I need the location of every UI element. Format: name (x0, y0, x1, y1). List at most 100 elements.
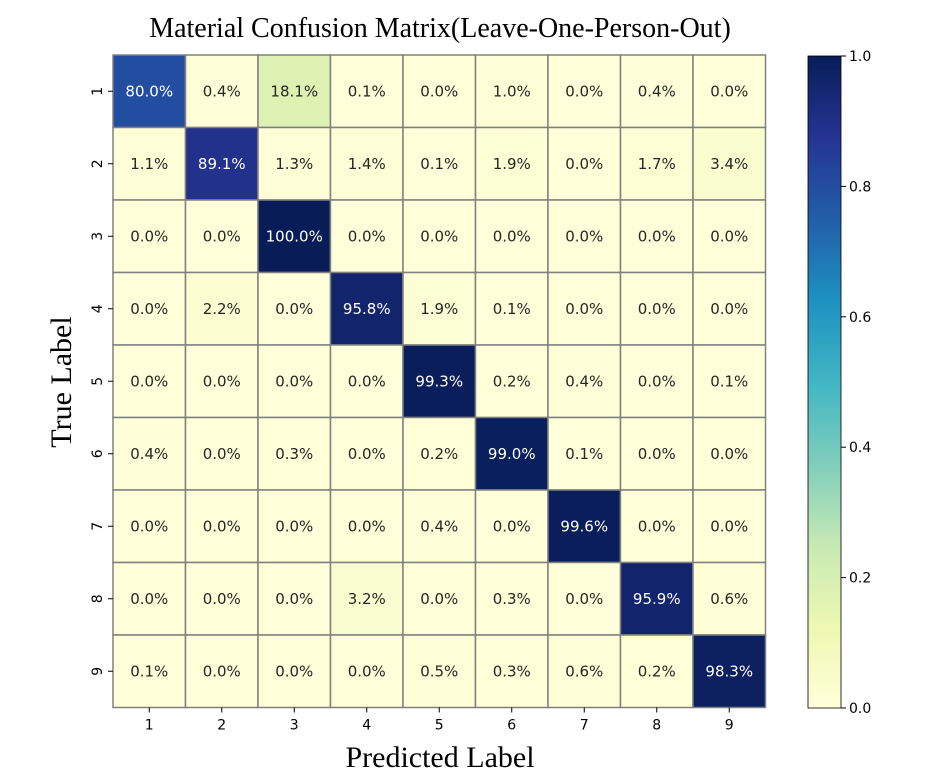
heatmap-cells: 80.0% 0.4% 18.1% 0.1% 0.0% 1.0% 0.0% 0.4% 0.0% 1.… (112, 54, 767, 709)
heatmap-cell-r1-c1 (112, 54, 187, 129)
cell-value-label: 0.1% (348, 82, 386, 100)
heatmap-cell-r8-c4 (329, 561, 404, 636)
x-tick-label: 3 (290, 718, 299, 734)
colorbar-tick-label: 1.0 (849, 49, 871, 65)
x-axis-label: Predicted Label (345, 741, 534, 774)
cell-value-label: 89.1% (198, 155, 246, 173)
cell-value-label: 0.0% (203, 372, 241, 390)
cell-value-label: 0.6% (710, 590, 748, 608)
cell-value-label: 0.0% (638, 227, 676, 245)
cell-value-label: 0.0% (710, 227, 748, 245)
cell-value-label: 99.0% (488, 445, 536, 463)
heatmap-cell-r2-c3 (257, 126, 332, 201)
cell-value-label: 0.0% (275, 372, 313, 390)
cell-value-label: 0.1% (565, 445, 603, 463)
cell-value-label: 100.0% (266, 227, 323, 245)
x-tick-label: 2 (217, 718, 226, 734)
heatmap-cell-r8-c3 (257, 561, 332, 636)
cell-value-label: 0.2% (638, 662, 676, 680)
y-tick-label: 1 (90, 87, 106, 96)
heatmap-cell-r6-c6 (474, 416, 549, 491)
heatmap-cell-r5-c6 (474, 344, 549, 419)
heatmap-cell-r1-c6 (474, 54, 549, 129)
cell-value-label: 1.1% (130, 155, 168, 173)
cell-value-label: 0.0% (638, 517, 676, 535)
y-tick-label: 3 (90, 232, 106, 241)
heatmap-cell-r3-c3 (257, 199, 332, 274)
heatmap-cell-r6-c3 (257, 416, 332, 491)
heatmap-cell-r4-c1 (112, 271, 187, 346)
cell-value-label: 0.0% (710, 517, 748, 535)
cell-value-label: 99.3% (415, 372, 463, 390)
cell-value-label: 1.3% (275, 155, 313, 173)
cell-value-label: 0.1% (420, 155, 458, 173)
cell-value-label: 3.2% (348, 590, 386, 608)
cell-value-label: 0.0% (348, 662, 386, 680)
cell-value-label: 0.2% (420, 445, 458, 463)
cell-value-label: 0.0% (348, 517, 386, 535)
x-tick-label: 5 (435, 718, 444, 734)
cell-value-label: 3.4% (710, 155, 748, 173)
cell-value-label: 0.0% (275, 517, 313, 535)
cell-value-label: 1.7% (638, 155, 676, 173)
x-tick-label: 1 (145, 718, 154, 734)
cell-value-label: 0.0% (565, 227, 603, 245)
heatmap-cell-r9-c6 (474, 634, 549, 709)
heatmap-cell-r2-c8 (619, 126, 694, 201)
heatmap-cell-r3-c5 (402, 199, 477, 274)
heatmap-cell-r3-c2 (184, 199, 259, 274)
cell-value-label: 0.0% (203, 517, 241, 535)
heatmap-cell-r8-c5 (402, 561, 477, 636)
cell-value-label: 0.0% (203, 227, 241, 245)
cell-value-label: 0.6% (565, 662, 603, 680)
colorbar: 0.0 0.2 0.4 0.6 0.8 1.0 (807, 49, 871, 717)
cell-value-label: 0.1% (710, 372, 748, 390)
heatmap-cell-r6-c8 (619, 416, 694, 491)
cell-value-label: 0.4% (565, 372, 603, 390)
heatmap-cell-r9-c2 (184, 634, 259, 709)
heatmap-cell-r7-c1 (112, 489, 187, 564)
cell-value-label: 0.0% (203, 662, 241, 680)
y-tick-label: 2 (90, 159, 106, 168)
x-tick-label: 7 (580, 718, 589, 734)
cell-value-label: 1.9% (420, 300, 458, 318)
cell-value-label: 0.0% (275, 590, 313, 608)
cell-value-label: 0.0% (565, 300, 603, 318)
heatmap-cell-r9-c1 (112, 634, 187, 709)
heatmap-cell-r2-c7 (547, 126, 622, 201)
heatmap-cell-r9-c4 (329, 634, 404, 709)
heatmap-cell-r5-c4 (329, 344, 404, 419)
cell-value-label: 0.0% (420, 227, 458, 245)
colorbar-tick-label: 0.8 (849, 179, 871, 195)
cell-value-label: 0.0% (420, 590, 458, 608)
cell-value-label: 0.4% (130, 445, 168, 463)
heatmap-cell-r5-c3 (257, 344, 332, 419)
cell-value-label: 18.1% (270, 82, 318, 100)
heatmap-cell-r8-c6 (474, 561, 549, 636)
cell-value-label: 0.4% (420, 517, 458, 535)
cell-value-label: 0.3% (493, 662, 531, 680)
cell-value-label: 2.2% (203, 300, 241, 318)
x-tick-label: 4 (362, 718, 371, 734)
colorbar-gradient (807, 55, 842, 709)
y-tick-label: 6 (90, 449, 106, 458)
cell-value-label: 0.3% (275, 445, 313, 463)
cell-value-label: 1.0% (493, 82, 531, 100)
heatmap-cell-r3-c4 (329, 199, 404, 274)
heatmap-cell-r4-c4 (329, 271, 404, 346)
x-tick-labels: 1 2 3 4 5 6 7 8 9 (145, 707, 734, 734)
heatmap-cell-r7-c5 (402, 489, 477, 564)
colorbar-tick-label: 0.2 (849, 571, 871, 587)
y-tick-label: 4 (90, 304, 106, 313)
y-tick-label: 9 (90, 667, 106, 676)
x-tick-label: 9 (725, 718, 734, 734)
heatmap-cell-r6-c1 (112, 416, 187, 491)
heatmap-cell-r5-c1 (112, 344, 187, 419)
cell-value-label: 0.0% (203, 590, 241, 608)
cell-value-label: 1.9% (493, 155, 531, 173)
x-tick-label: 8 (652, 718, 661, 734)
cell-value-label: 0.0% (420, 82, 458, 100)
colorbar-tick-label: 0.4 (849, 440, 871, 456)
cell-value-label: 0.0% (565, 82, 603, 100)
cell-value-label: 0.0% (130, 300, 168, 318)
